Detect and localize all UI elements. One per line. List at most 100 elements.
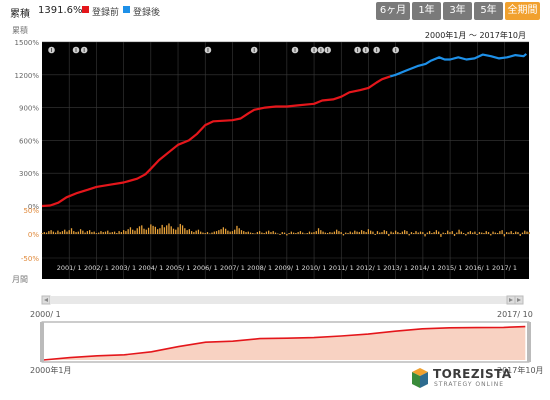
monthly-bar xyxy=(274,232,277,234)
monthly-bar xyxy=(383,230,385,234)
monthly-bar xyxy=(50,230,52,234)
navigator-range-end: 2017/ 10 xyxy=(497,310,533,319)
monthly-bar xyxy=(447,230,449,234)
cumulative-return-chart: 累積 2000年1月 〜 2017年10月 0% 300% 600% 900% 1200… xyxy=(12,25,530,284)
x-tick-label: 2007/ 1 xyxy=(220,264,245,272)
monthly-bar xyxy=(340,232,342,234)
monthly-bar xyxy=(372,231,374,234)
y-tick-label: 0% xyxy=(28,203,39,211)
monthly-bar xyxy=(261,232,263,234)
monthly-bar xyxy=(363,231,365,234)
monthly-bar xyxy=(338,231,340,234)
monthly-bar xyxy=(234,229,236,234)
y-tick-label: 1200% xyxy=(15,72,40,80)
navigator-right-handle[interactable] xyxy=(527,322,531,362)
monthly-bar xyxy=(469,231,472,234)
monthly-bar xyxy=(381,232,383,234)
tab-6-months[interactable]: 6ヶ月 xyxy=(376,2,410,20)
monthly-bar xyxy=(510,231,512,234)
monthly-bar xyxy=(156,229,159,234)
monthly-bar xyxy=(422,232,424,234)
bar-y-tick-label: 50% xyxy=(23,207,39,215)
x-tick-label: 2001/ 1 xyxy=(57,264,82,272)
monthly-bar xyxy=(77,231,79,234)
monthly-bar xyxy=(331,232,333,234)
monthly-bar xyxy=(195,230,197,234)
monthly-bar xyxy=(333,231,336,234)
monthly-bar xyxy=(236,225,238,234)
scroll-track[interactable] xyxy=(50,296,507,304)
monthly-bar xyxy=(349,231,351,234)
chevron-right-icon xyxy=(509,298,513,302)
monthly-bar xyxy=(118,231,120,234)
x-tick-label: 2013/ 1 xyxy=(383,264,408,272)
monthly-bar xyxy=(222,227,225,234)
series-line xyxy=(41,75,391,208)
monthly-bar xyxy=(358,232,360,234)
monthly-bar xyxy=(444,233,447,234)
monthly-bar xyxy=(456,232,458,234)
monthly-bar xyxy=(93,231,95,234)
monthly-bar xyxy=(356,231,358,234)
monthly-bar xyxy=(385,231,388,234)
monthly-bar xyxy=(231,231,234,234)
monthly-bar xyxy=(388,234,390,236)
monthly-bar xyxy=(152,225,154,234)
monthly-bar xyxy=(304,233,306,235)
monthly-bar xyxy=(408,234,410,236)
monthly-bar xyxy=(320,230,322,234)
x-tick-label: 2006/ 1 xyxy=(193,264,218,272)
monthly-bar xyxy=(494,232,496,234)
monthly-bar xyxy=(59,232,61,234)
monthly-bar xyxy=(438,231,440,234)
legend-after-swatch xyxy=(123,6,130,13)
cumulative-value: 1391.6% xyxy=(38,5,83,16)
monthly-bar xyxy=(365,232,367,234)
monthly-bar xyxy=(100,231,102,234)
bar-y-tick-label: 0% xyxy=(28,231,39,239)
navigator-area xyxy=(43,326,526,360)
logo-mark-icon xyxy=(412,368,428,388)
monthly-bar xyxy=(424,234,426,237)
monthly-bar xyxy=(272,231,274,234)
tab-5-years[interactable]: 5年 xyxy=(474,2,503,20)
tab-1-year[interactable]: 1年 xyxy=(412,2,441,20)
monthly-bar xyxy=(329,232,331,234)
monthly-bar xyxy=(442,232,444,234)
monthly-bar xyxy=(84,232,86,234)
monthly-bar xyxy=(281,232,283,234)
monthly-bar xyxy=(308,231,311,234)
tab-all-period[interactable]: 全期間 xyxy=(505,2,540,20)
tab-3-years[interactable]: 3年 xyxy=(443,2,472,20)
monthly-bar xyxy=(322,231,324,234)
x-tick-label: 2009/ 1 xyxy=(274,264,299,272)
monthly-bar xyxy=(211,232,213,234)
monthly-bar xyxy=(345,232,347,234)
monthly-bar xyxy=(517,232,519,234)
monthly-bar xyxy=(462,233,465,234)
monthly-bar xyxy=(109,232,111,234)
monthly-bar xyxy=(508,232,510,234)
x-tick-label: 2015/ 1 xyxy=(438,264,463,272)
monthly-bar xyxy=(163,227,166,234)
monthly-bar xyxy=(313,232,315,234)
monthly-bar xyxy=(184,228,186,234)
monthly-bar xyxy=(129,227,132,234)
monthly-bar xyxy=(206,232,209,234)
monthly-bar xyxy=(141,225,143,234)
monthly-bar xyxy=(229,231,231,234)
plot-background xyxy=(42,42,529,279)
navigator-left-handle[interactable] xyxy=(40,322,44,362)
monthly-bar xyxy=(64,229,66,234)
monthly-bar xyxy=(512,233,515,234)
monthly-bar xyxy=(102,232,104,234)
monthly-bar xyxy=(48,231,50,234)
monthly-bar xyxy=(302,232,304,234)
monthly-bar xyxy=(283,232,286,234)
cumulative-label: 累積 xyxy=(10,9,30,20)
monthly-bar xyxy=(209,233,211,235)
monthly-bar xyxy=(204,233,206,234)
monthly-bar xyxy=(238,228,240,234)
x-tick-label: 2002/ 1 xyxy=(84,264,109,272)
monthly-bar xyxy=(188,229,191,234)
